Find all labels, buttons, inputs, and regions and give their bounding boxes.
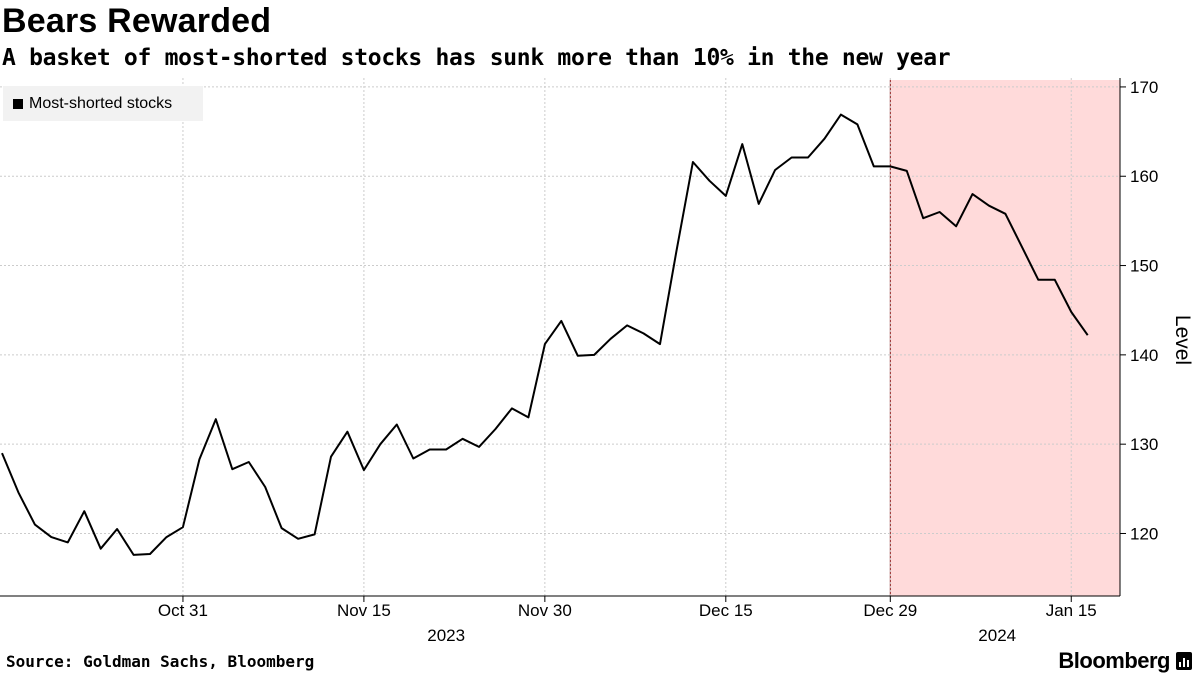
chart-title: Bears Rewarded: [2, 2, 272, 40]
y-axis-title: Level: [1171, 315, 1194, 365]
chart-subtitle: A basket of most-shorted stocks has sunk…: [2, 45, 951, 71]
source-note: Source: Goldman Sachs, Bloomberg: [6, 652, 315, 671]
year-label: 2023: [427, 626, 465, 645]
brand-name: Bloomberg: [1058, 648, 1170, 673]
y-tick-label: 150: [1130, 257, 1158, 276]
y-tick-label: 170: [1130, 78, 1158, 97]
bloomberg-terminal-icon: [1176, 652, 1192, 670]
x-tick-label: Nov 30: [518, 601, 572, 620]
legend: Most-shorted stocks: [3, 86, 203, 121]
year-label: 2024: [978, 626, 1016, 645]
shaded-region-new-year: [890, 80, 1120, 596]
x-tick-label: Dec 15: [699, 601, 753, 620]
legend-label: Most-shorted stocks: [29, 94, 173, 112]
y-tick-label: 120: [1130, 524, 1158, 543]
x-tick-label: Oct 31: [158, 601, 208, 620]
brand-logo: Bloomberg: [1058, 648, 1192, 674]
y-tick-label: 160: [1130, 167, 1158, 186]
y-tick-label: 130: [1130, 435, 1158, 454]
legend-swatch: [13, 98, 23, 109]
x-tick-label: Dec 29: [863, 601, 917, 620]
x-tick-label: Jan 15: [1046, 601, 1097, 620]
x-tick-label: Nov 15: [337, 601, 391, 620]
y-tick-label: 140: [1130, 346, 1158, 365]
plot-area: 120 130 140 150 160 170 Oct 31 Nov 15 Nov 30 Dec …: [0, 78, 1194, 645]
